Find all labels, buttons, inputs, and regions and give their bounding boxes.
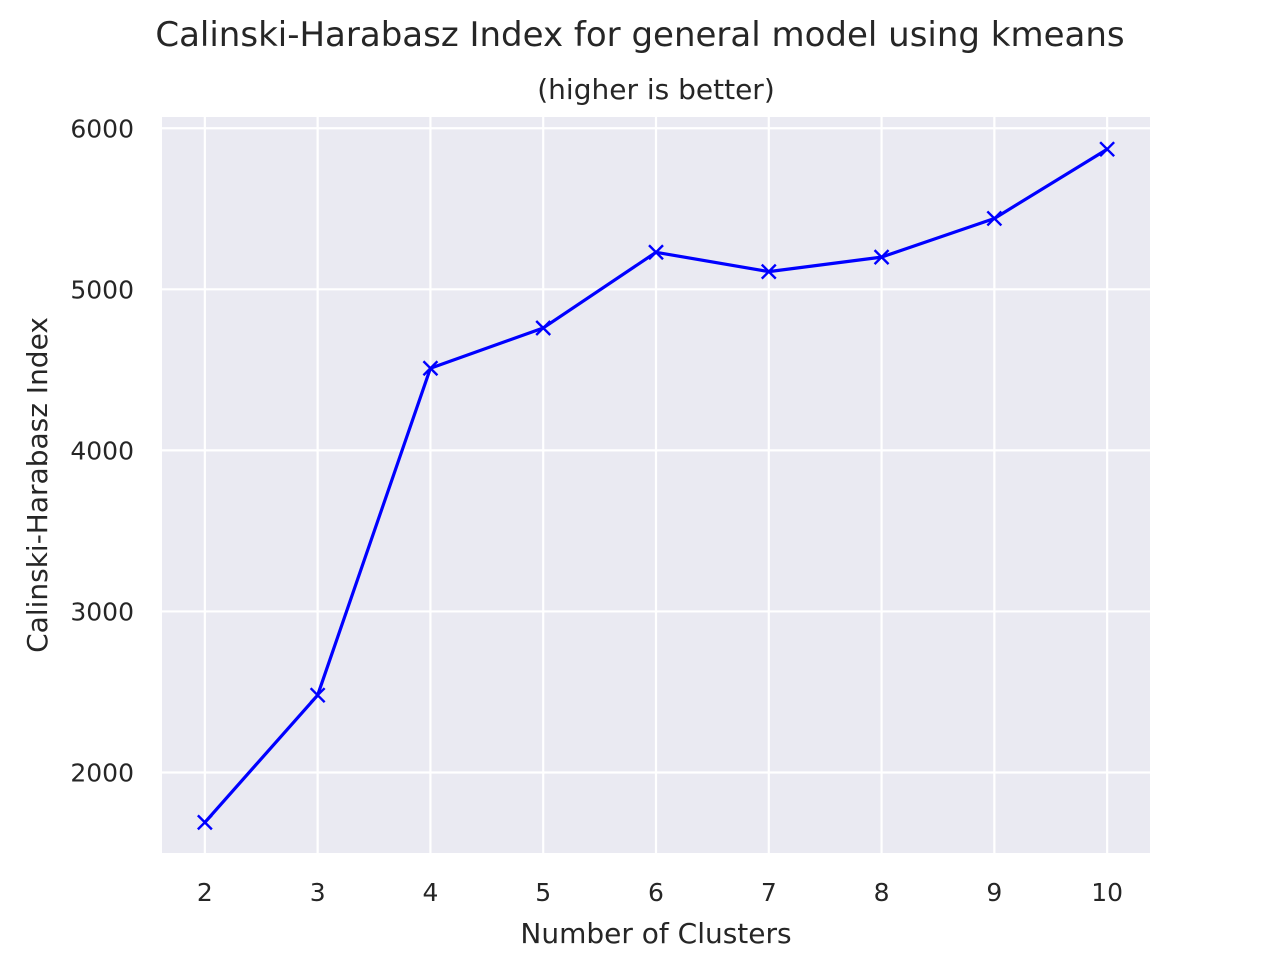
- x-tick-label: 8: [874, 878, 890, 907]
- y-tick-label: 2000: [70, 758, 134, 787]
- x-tick-label: 9: [986, 878, 1002, 907]
- chart-subtitle: (higher is better): [537, 73, 775, 106]
- y-tick-labels: 2000 3000 4000 5000 6000: [70, 114, 134, 787]
- data-point-marker: [648, 244, 664, 261]
- x-tick-label: 6: [648, 878, 664, 907]
- data-point-marker: [535, 320, 552, 336]
- x-tick-label: 3: [310, 878, 326, 907]
- x-tick-label: 5: [535, 878, 551, 907]
- y-tick-label: 4000: [70, 436, 134, 465]
- data-point-marker: [986, 210, 1003, 227]
- series-layer: [197, 141, 1115, 831]
- x-tick-label: 10: [1091, 878, 1123, 907]
- x-axis-label: Number of Clusters: [520, 917, 791, 950]
- x-tick-label: 7: [761, 878, 777, 907]
- data-point-marker: [873, 249, 890, 265]
- data-point-marker: [760, 263, 777, 280]
- x-tick-labels: 2 3 4 5 6 7 8 9 10: [197, 878, 1123, 907]
- x-tick-label: 2: [197, 878, 213, 907]
- data-point-marker: [1099, 141, 1115, 158]
- y-tick-label: 5000: [70, 275, 134, 304]
- y-axis-label: Calinski-Harabasz Index: [21, 317, 54, 653]
- grid-lines: [162, 117, 1150, 853]
- x-tick-label: 4: [422, 878, 438, 907]
- y-tick-label: 6000: [70, 114, 134, 143]
- data-point-marker: [197, 814, 213, 831]
- chart-title: Calinski-Harabasz Index for general mode…: [155, 15, 1124, 55]
- data-point-marker: [422, 360, 439, 377]
- y-tick-label: 3000: [70, 597, 134, 626]
- data-point-marker: [309, 687, 326, 704]
